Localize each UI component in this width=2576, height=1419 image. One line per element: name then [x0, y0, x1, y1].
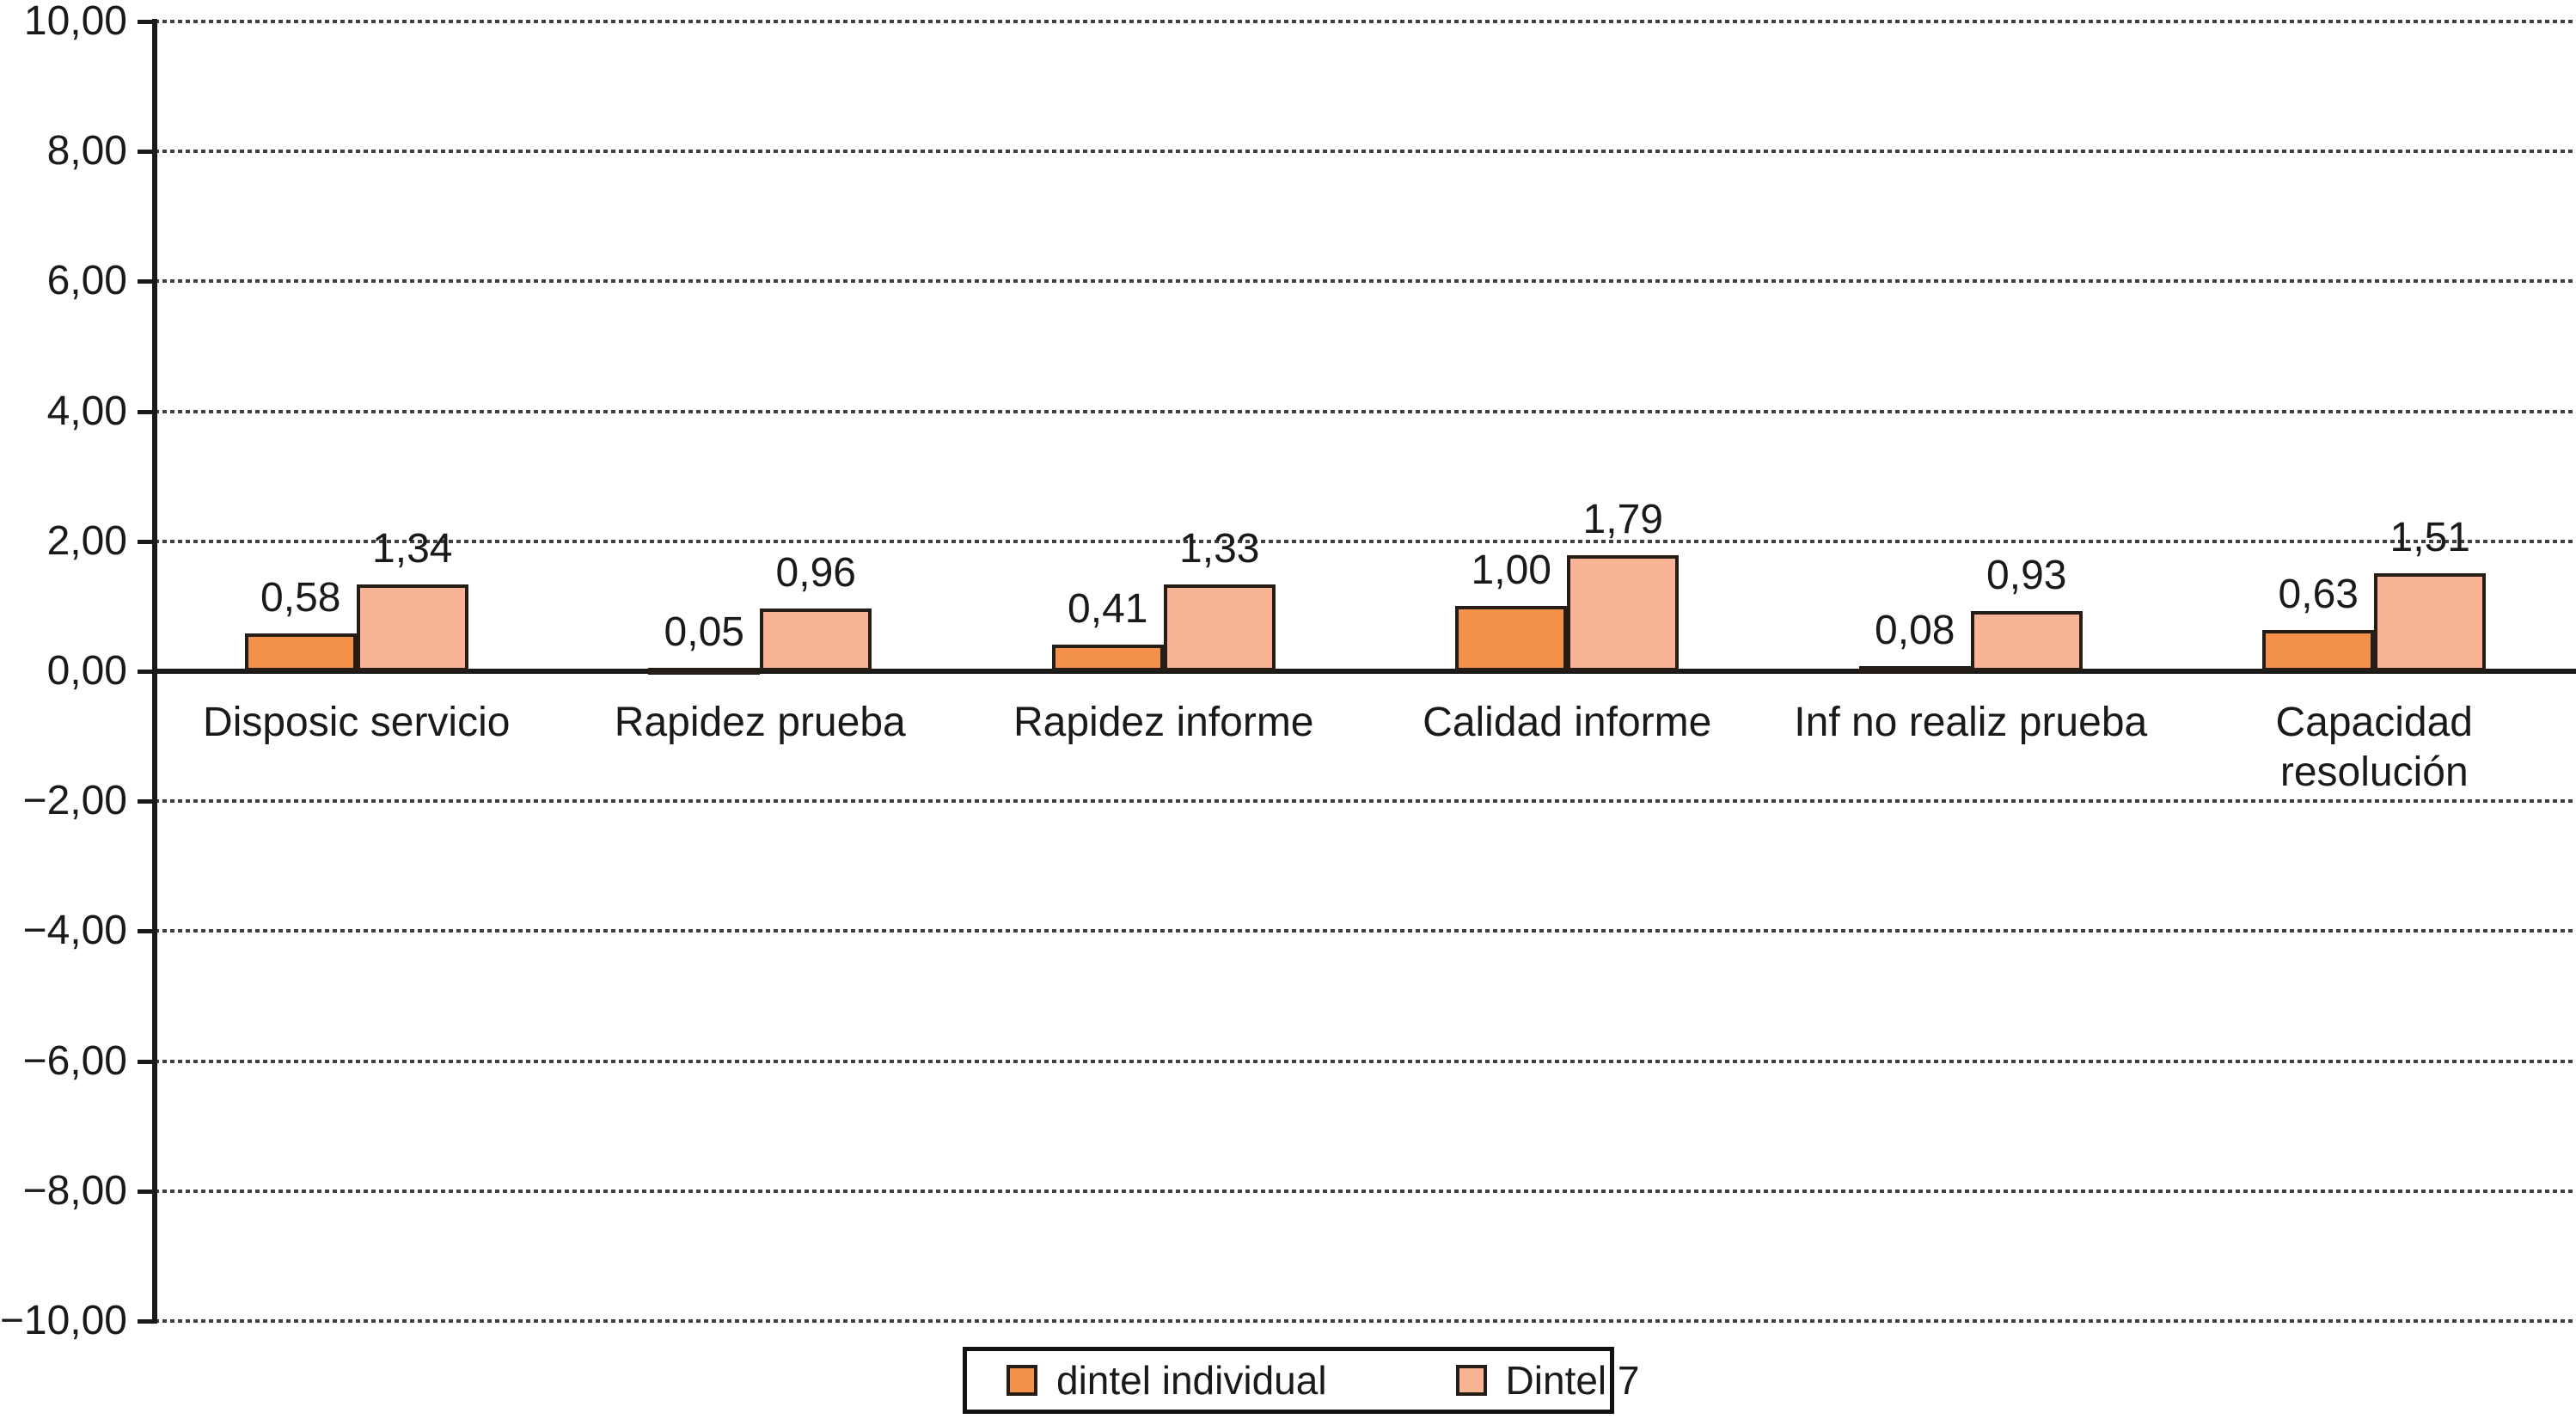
bar-dintel-7	[1163, 584, 1276, 671]
bar-dintel-individual	[2262, 630, 2375, 671]
value-label: 1,33	[1179, 526, 1260, 572]
y-tick-label: 10,00	[23, 0, 127, 44]
value-label: 0,58	[260, 575, 341, 621]
value-label: 0,93	[1986, 553, 2067, 598]
bar-dintel-individual	[1051, 645, 1164, 671]
category-label: Rapidez prueba	[614, 700, 906, 745]
y-tick-label: −6,00	[22, 1037, 127, 1084]
y-axis-tick	[138, 1319, 156, 1324]
value-label: 0,96	[775, 550, 856, 596]
bar-dintel-7	[356, 584, 468, 671]
value-label: 0,41	[1068, 586, 1148, 632]
value-label: 1,34	[372, 526, 453, 572]
y-axis-tick	[138, 799, 156, 804]
bar-dintel-individual	[1858, 666, 1971, 673]
y-tick-label: −2,00	[22, 778, 127, 824]
gridline	[155, 1189, 2576, 1193]
legend-swatch-dintel-individual	[1007, 1365, 1037, 1396]
y-tick-label: −4,00	[22, 908, 127, 954]
legend: dintel individual Dintel 7	[963, 1347, 1640, 1414]
value-label: 0,63	[2278, 572, 2359, 617]
legend-swatch-dintel-7	[1455, 1365, 1487, 1396]
value-label: 1,00	[1471, 547, 1551, 593]
y-axis-tick	[138, 1059, 156, 1064]
gridline	[155, 1059, 2576, 1063]
y-tick-label: 6,00	[46, 258, 127, 304]
bar-dintel-7	[760, 609, 872, 671]
y-tick-label: 8,00	[46, 128, 127, 174]
category-label: Inf no realiz prueba	[1794, 700, 2148, 745]
value-label: 1,79	[1582, 497, 1663, 542]
x-axis-zero-line	[155, 669, 2576, 674]
gridline	[155, 1319, 2576, 1323]
gridline	[155, 799, 2576, 804]
bar-dintel-7	[1970, 611, 2083, 671]
legend-label: Dintel 7	[1505, 1358, 1640, 1403]
value-label: 0,08	[1875, 608, 1955, 653]
category-label: Rapidez informe	[1013, 700, 1314, 745]
category-label: Calidad informe	[1423, 700, 1712, 745]
y-axis-tick	[138, 1189, 156, 1194]
bar-dintel-7	[1567, 555, 1680, 671]
y-axis-tick	[138, 150, 156, 155]
bar-dintel-individual	[648, 668, 761, 675]
legend-item: Dintel 7	[1455, 1358, 1640, 1403]
bar-dintel-7	[2374, 573, 2487, 671]
legend-label: dintel individual	[1056, 1358, 1327, 1403]
y-tick-label: −8,00	[22, 1167, 127, 1214]
category-label: Capacidad resolución	[2275, 700, 2474, 795]
y-tick-label: 4,00	[46, 388, 127, 434]
y-axis-tick	[138, 20, 156, 24]
gridline	[155, 539, 2576, 543]
bar-dintel-individual	[1455, 606, 1568, 671]
y-axis-tick	[138, 670, 156, 674]
y-axis-tick	[138, 539, 156, 544]
y-axis-line	[152, 19, 157, 1324]
y-tick-label: 2,00	[46, 517, 127, 564]
y-tick-label: −10,00	[0, 1298, 127, 1343]
gridline	[155, 409, 2576, 413]
y-tick-label: 0,00	[46, 648, 127, 694]
legend-item: dintel individual	[1007, 1359, 1327, 1402]
y-axis-tick	[138, 929, 156, 934]
value-label: 1,51	[2389, 515, 2470, 560]
gridline	[155, 20, 2576, 23]
gridline	[155, 279, 2576, 284]
bar-dintel-individual	[244, 633, 357, 671]
y-axis-tick	[138, 279, 156, 284]
gridline	[155, 929, 2576, 933]
gridline	[155, 150, 2576, 154]
category-label: Disposic servicio	[203, 700, 511, 745]
value-label: 0,05	[664, 609, 744, 655]
y-axis-tick	[138, 409, 156, 414]
